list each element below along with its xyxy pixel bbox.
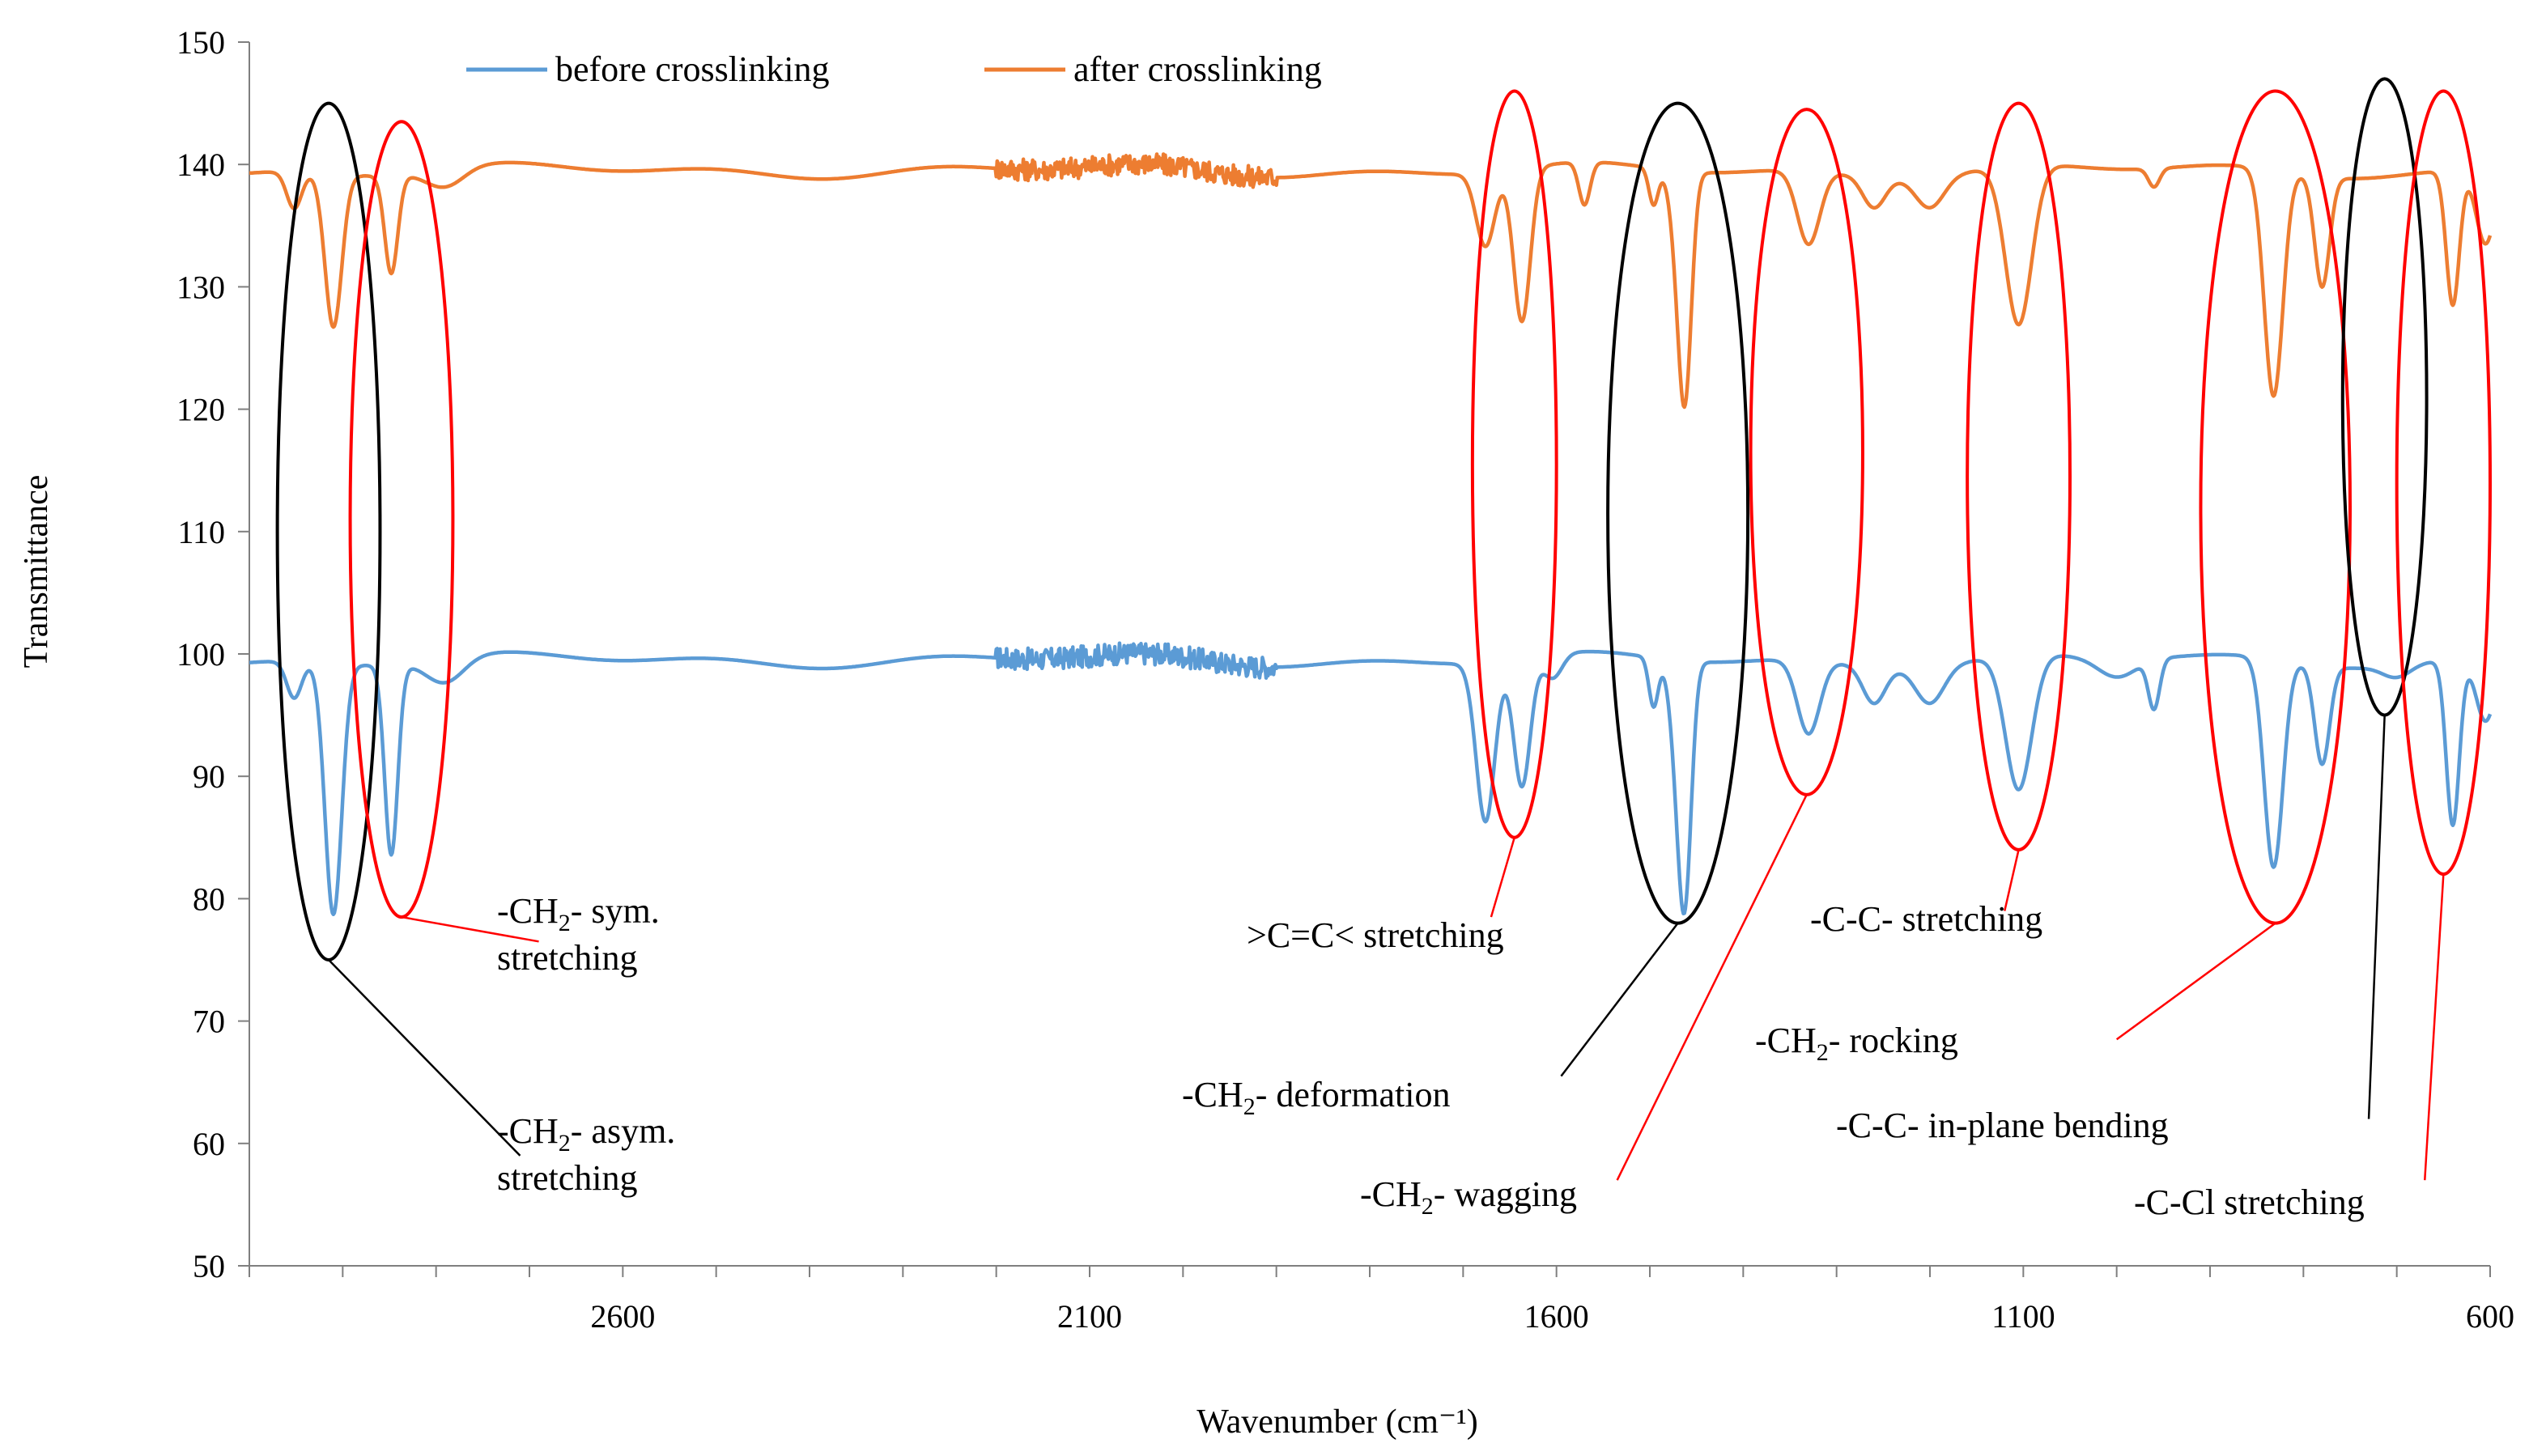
annotation-label-part: -C-Cl stretching	[2134, 1182, 2365, 1222]
annotation-label-part: - wagging	[1434, 1174, 1577, 1214]
annotation-label-part: - deformation	[1256, 1075, 1451, 1114]
peak-ellipse-black	[1606, 101, 1750, 925]
annotation-leader-line	[1560, 922, 1679, 1077]
annotation-label: -CH2- asym.	[497, 1111, 675, 1157]
annotation-label: -CH2- sym.	[497, 891, 660, 936]
peak-ellipse-red	[348, 120, 455, 919]
annotation-label-part: >C=C< stretching	[1247, 915, 1504, 955]
annotation-leader-line	[2424, 874, 2445, 1181]
x-tick-label: 1100	[1991, 1298, 2055, 1335]
annotation-leader-line	[2367, 715, 2386, 1119]
y-tick-label: 110	[177, 514, 225, 550]
annotation-label-part: 2	[1243, 1093, 1256, 1120]
y-tick-label: 120	[176, 392, 225, 428]
annotation-leader-line	[2004, 849, 2020, 911]
annotation-label-part: -CH	[1182, 1075, 1243, 1114]
annotation-label: -C-C- stretching	[1810, 899, 2042, 939]
x-tick-label: 1600	[1524, 1298, 1589, 1335]
annotations: -CH2- sym.stretching-CH2- asym.stretchin…	[328, 715, 2445, 1222]
legend: before crosslinking after crosslinking	[466, 49, 1322, 89]
x-axis-title: Wavenumber (cm⁻¹)	[1196, 1403, 1477, 1441]
annotation-leader-line	[1490, 837, 1515, 918]
peak-ellipse-red	[1470, 89, 1558, 839]
annotation-leader-line	[1616, 794, 1808, 1181]
series-lines	[248, 152, 2493, 917]
y-tick-label: 60	[193, 1126, 225, 1162]
annotation-label-part: -C-C- stretching	[1810, 899, 2042, 939]
y-tick-label: 100	[176, 636, 225, 673]
annotation-label-part: 2	[1422, 1193, 1434, 1220]
peak-ellipse-red	[1749, 108, 1864, 796]
annotation-label-line2: stretching	[497, 1158, 638, 1198]
series-line-before	[248, 641, 2493, 917]
y-tick-label: 140	[176, 146, 225, 183]
annotation-label-part: - sym.	[571, 891, 660, 931]
annotation-leader-line	[2115, 922, 2276, 1041]
annotation-label-part: 2	[559, 1130, 571, 1157]
annotation-label-part: 2	[559, 910, 571, 936]
annotation-label: -C-C- in-plane bending	[1836, 1106, 2169, 1145]
x-tick-label: 600	[2466, 1298, 2514, 1335]
annotation-label-part: -CH	[1360, 1174, 1422, 1214]
series-line-after	[248, 152, 2493, 410]
x-tick-label: 2100	[1057, 1298, 1122, 1335]
annotation-label: -CH2- deformation	[1182, 1075, 1450, 1120]
annotation-leader-line	[328, 959, 521, 1157]
annotation-leader-line	[401, 915, 539, 943]
peak-ellipse-red	[1966, 101, 2072, 851]
y-tick-label: 90	[193, 758, 225, 795]
y-tick-label: 130	[176, 269, 225, 305]
annotation-label-part: 2	[1817, 1039, 1829, 1066]
peak-ellipse-red	[2199, 89, 2353, 925]
annotation-label: -CH2- wagging	[1360, 1174, 1577, 1220]
legend-label-after: after crosslinking	[1073, 49, 1322, 89]
annotation-label-part: -C-C- in-plane bending	[1836, 1106, 2169, 1145]
x-tick-label: 2600	[590, 1298, 655, 1335]
y-tick-label: 70	[193, 1004, 225, 1040]
annotation-label-part: -CH	[497, 891, 559, 931]
y-tick-label: 150	[176, 24, 225, 61]
annotation-label: >C=C< stretching	[1247, 915, 1504, 955]
legend-label-before: before crosslinking	[555, 49, 829, 89]
annotation-label-part: -CH	[497, 1111, 559, 1151]
y-axis-title: Transmittance	[18, 475, 55, 669]
annotation-label-part: -CH	[1755, 1021, 1817, 1060]
annotation-label-line2: stretching	[497, 938, 638, 978]
annotation-label-part: - asym.	[571, 1111, 676, 1151]
y-tick-label: 80	[193, 881, 225, 917]
ellipse-markers	[275, 77, 2492, 961]
annotation-label: -C-Cl stretching	[2134, 1182, 2365, 1222]
y-tick-label: 50	[193, 1248, 225, 1284]
annotation-label-part: - rocking	[1829, 1021, 1958, 1060]
annotation-label: -CH2- rocking	[1755, 1021, 1958, 1066]
